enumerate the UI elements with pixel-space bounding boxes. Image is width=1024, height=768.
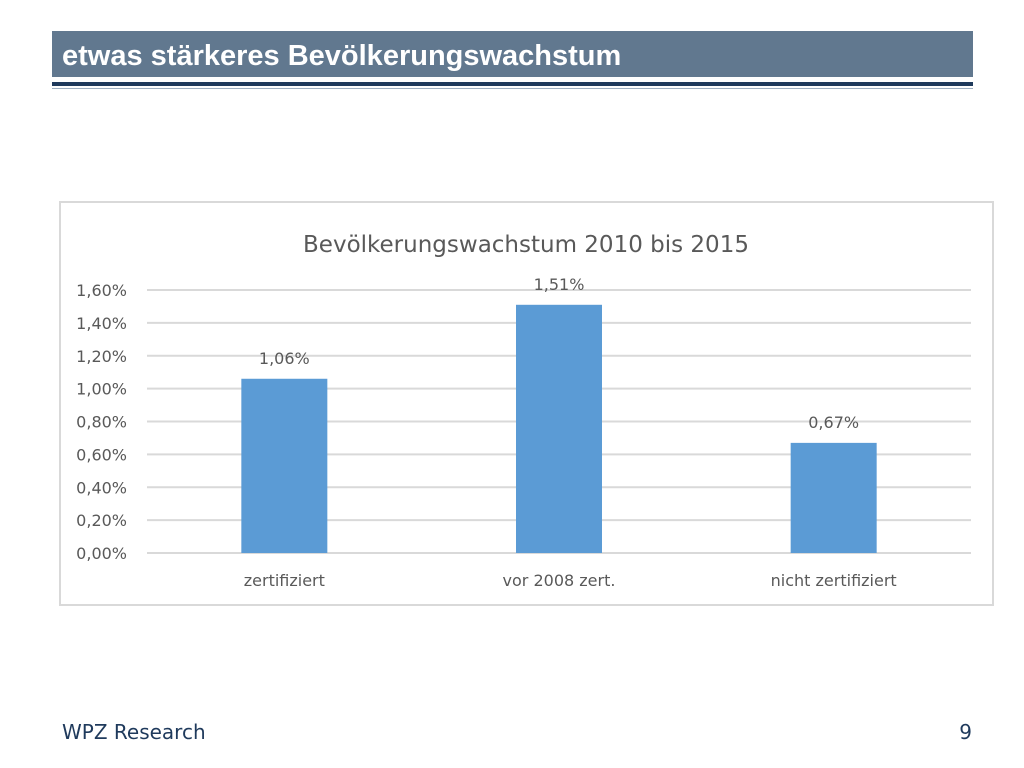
bar — [241, 378, 328, 553]
x-tick-label: vor 2008 zert. — [503, 571, 616, 590]
data-label: 1,51% — [534, 275, 585, 294]
y-tick-label: 1,20% — [76, 347, 127, 366]
data-labels: 1,06% 1,51% 0,67% — [259, 275, 859, 432]
bars — [241, 304, 877, 553]
x-tick-label: nicht zertifiziert — [771, 571, 897, 590]
y-tick-label: 0,60% — [76, 445, 127, 464]
page-number: 9 — [959, 720, 972, 744]
bar — [516, 304, 602, 553]
y-tick-label: 1,60% — [76, 281, 127, 300]
chart-title: Bevölkerungswachstum 2010 bis 2015 — [303, 232, 749, 258]
title-underline — [52, 82, 973, 86]
y-axis-ticks: 0,00% 0,20% 0,40% 0,60% 0,80% 1,00% 1,20% 1,40%… — [76, 281, 127, 563]
y-tick-label: 0,80% — [76, 413, 127, 432]
y-tick-label: 0,20% — [76, 511, 127, 530]
data-label: 1,06% — [259, 349, 310, 368]
title-underline-thin — [52, 88, 973, 89]
data-label: 0,67% — [808, 413, 859, 432]
x-axis-ticks: zertifiziert vor 2008 zert. nicht zertifiz… — [244, 571, 897, 590]
slide-title: etwas stärkeres Bevölkerungswachstum — [62, 40, 622, 72]
x-tick-label: zertifiziert — [244, 571, 325, 590]
y-tick-label: 1,00% — [76, 380, 127, 399]
title-bar: etwas stärkeres Bevölkerungswachstum — [52, 31, 973, 77]
y-tick-label: 0,00% — [76, 544, 127, 563]
chart-container: Bevölkerungswachstum 2010 bis 2015 0,00%… — [59, 201, 994, 606]
y-tick-label: 1,40% — [76, 314, 127, 333]
bar-chart: Bevölkerungswachstum 2010 bis 2015 0,00%… — [76, 232, 971, 590]
y-tick-label: 0,40% — [76, 478, 127, 497]
bar — [790, 442, 877, 553]
footer-source: WPZ Research — [62, 720, 206, 744]
